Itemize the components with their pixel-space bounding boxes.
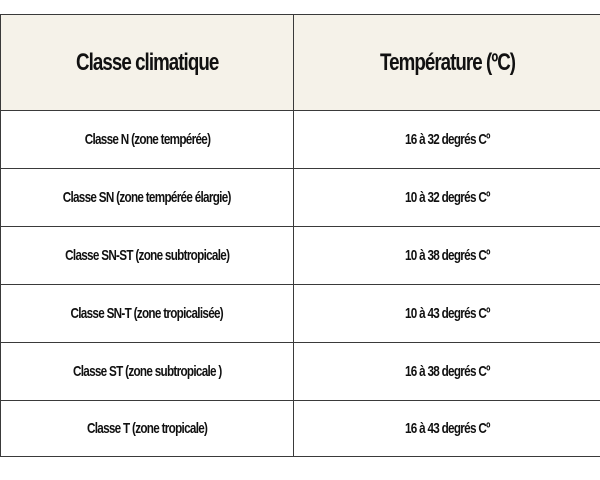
temperature-cell: 10 à 38 degrés Cº bbox=[293, 226, 600, 285]
table-row: Classe SN-ST (zone subtropicale) 10 à 38… bbox=[0, 226, 600, 285]
climate-class-cell: Classe SN-ST (zone subtropicale) bbox=[0, 226, 294, 285]
climate-class-text: Classe SN-ST (zone subtropicale) bbox=[64, 247, 230, 264]
column-header-climate-class-label: Classe climatique bbox=[75, 48, 219, 76]
temperature-cell: 10 à 43 degrés Cº bbox=[293, 284, 600, 343]
temperature-text: 10 à 32 degrés Cº bbox=[405, 189, 490, 206]
temperature-text: 16 à 43 degrés Cº bbox=[405, 420, 490, 437]
climate-class-text: Classe SN (zone tempérée élargie) bbox=[62, 189, 232, 206]
table-header-row: Classe climatique Température (ºC) bbox=[0, 14, 600, 111]
column-header-temperature-label: Température (ºC) bbox=[379, 48, 516, 76]
temperature-cell: 16 à 32 degrés Cº bbox=[293, 110, 600, 169]
temperature-cell: 16 à 43 degrés Cº bbox=[293, 400, 600, 457]
column-header-temperature: Température (ºC) bbox=[293, 14, 600, 111]
table-row: Classe ST (zone subtropicale ) 16 à 38 d… bbox=[0, 342, 600, 401]
temperature-cell: 10 à 32 degrés Cº bbox=[293, 168, 600, 227]
climate-class-cell: Classe N (zone tempérée) bbox=[0, 110, 294, 169]
table-row: Classe SN-T (zone tropicalisée) 10 à 43 … bbox=[0, 284, 600, 343]
climate-class-text: Classe T (zone tropicale) bbox=[86, 420, 208, 437]
table-row: Classe T (zone tropicale) 16 à 43 degrés… bbox=[0, 400, 600, 457]
temperature-cell: 16 à 38 degrés Cº bbox=[293, 342, 600, 401]
climate-class-cell: Classe SN-T (zone tropicalisée) bbox=[0, 284, 294, 343]
climate-class-text: Classe ST (zone subtropicale ) bbox=[72, 363, 222, 380]
column-header-climate-class: Classe climatique bbox=[0, 14, 294, 111]
climate-class-text: Classe SN-T (zone tropicalisée) bbox=[70, 305, 224, 322]
temperature-text: 16 à 38 degrés Cº bbox=[405, 363, 490, 380]
temperature-text: 10 à 38 degrés Cº bbox=[405, 247, 490, 264]
climate-class-cell: Classe T (zone tropicale) bbox=[0, 400, 294, 457]
temperature-text: 16 à 32 degrés Cº bbox=[405, 131, 490, 148]
table-row: Classe SN (zone tempérée élargie) 10 à 3… bbox=[0, 168, 600, 227]
temperature-text: 10 à 43 degrés Cº bbox=[405, 305, 490, 322]
climate-class-text: Classe N (zone tempérée) bbox=[84, 131, 210, 148]
climate-class-table: Classe climatique Température (ºC) Class… bbox=[0, 14, 600, 457]
climate-class-cell: Classe ST (zone subtropicale ) bbox=[0, 342, 294, 401]
climate-class-cell: Classe SN (zone tempérée élargie) bbox=[0, 168, 294, 227]
table-row: Classe N (zone tempérée) 16 à 32 degrés … bbox=[0, 110, 600, 169]
